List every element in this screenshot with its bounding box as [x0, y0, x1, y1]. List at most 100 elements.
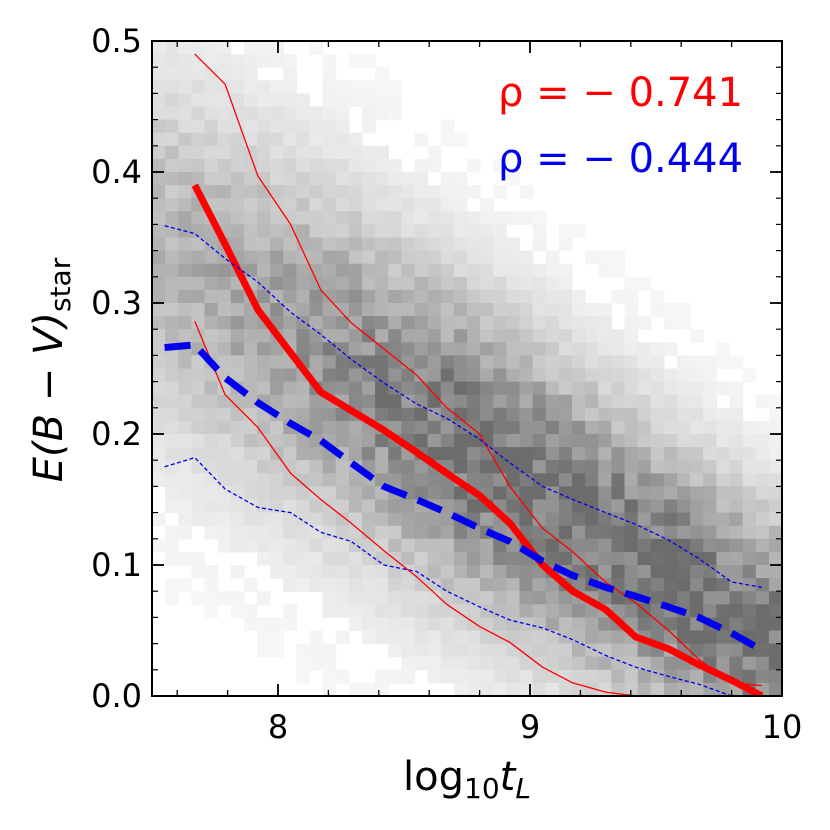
histogram-bin	[204, 276, 219, 291]
histogram-bin	[742, 525, 757, 540]
histogram-bin	[283, 604, 297, 618]
histogram-bin	[414, 591, 429, 605]
histogram-bin	[362, 185, 376, 199]
histogram-bin	[572, 525, 586, 540]
histogram-bin	[283, 565, 297, 579]
histogram-bin	[611, 381, 626, 396]
histogram-bin	[375, 381, 389, 396]
histogram-bin	[348, 420, 363, 435]
histogram-bin	[165, 198, 179, 212]
histogram-bin	[755, 551, 770, 566]
histogram-bin	[637, 342, 652, 356]
histogram-bin	[257, 211, 271, 225]
histogram-bin	[309, 460, 324, 474]
histogram-bin	[178, 381, 192, 396]
histogram-bin	[165, 250, 179, 265]
histogram-bin	[532, 447, 547, 461]
histogram-bin	[716, 381, 731, 396]
histogram-bin	[742, 617, 757, 632]
histogram-bin	[375, 342, 389, 356]
histogram-bin	[480, 211, 494, 225]
histogram-bin	[362, 604, 376, 618]
histogram-bin	[532, 499, 547, 514]
histogram-bin	[414, 316, 429, 330]
histogram-bin	[414, 460, 429, 474]
histogram-bin	[296, 538, 311, 553]
histogram-bin	[178, 368, 192, 383]
histogram-bin	[243, 355, 258, 370]
histogram-bin	[414, 342, 429, 356]
histogram-bin	[335, 525, 350, 540]
histogram-bin	[467, 447, 481, 461]
histogram-bin	[296, 237, 311, 252]
histogram-bin	[467, 276, 481, 291]
histogram-bin	[545, 473, 560, 487]
histogram-bin	[611, 250, 626, 265]
histogram-bin	[519, 512, 534, 527]
histogram-bin	[650, 591, 665, 605]
histogram-bin	[637, 617, 652, 632]
histogram-bin	[165, 473, 179, 487]
histogram-bin	[322, 172, 337, 186]
histogram-bin	[348, 342, 363, 356]
histogram-bin	[532, 342, 547, 356]
histogram-bin	[677, 381, 691, 396]
histogram-bin	[650, 303, 665, 317]
histogram-bin	[467, 473, 481, 487]
histogram-bin	[335, 604, 350, 618]
histogram-bin	[322, 67, 337, 81]
histogram-bin	[217, 525, 232, 540]
histogram-bin	[243, 420, 258, 435]
histogram-bin	[204, 237, 219, 252]
histogram-bin	[309, 198, 324, 212]
histogram-bin	[270, 237, 284, 252]
histogram-bin	[716, 538, 731, 553]
histogram-bin	[191, 565, 206, 579]
histogram-bin	[611, 486, 626, 501]
histogram-bin	[322, 342, 337, 356]
histogram-bin	[427, 145, 442, 160]
histogram-bin	[191, 237, 206, 252]
histogram-bin	[296, 289, 311, 304]
histogram-bin	[545, 368, 560, 383]
histogram-bin	[388, 276, 402, 291]
x-label-subscript: 10	[464, 772, 500, 805]
histogram-bin	[283, 394, 297, 409]
histogram-bin	[440, 512, 455, 527]
histogram-bin	[296, 224, 311, 239]
histogram-bin	[230, 54, 245, 68]
histogram-bin	[742, 486, 757, 501]
histogram-bin	[401, 289, 416, 304]
histogram-bin	[637, 316, 652, 330]
histogram-bin	[729, 447, 744, 461]
histogram-bin	[309, 486, 324, 501]
histogram-bin	[414, 289, 429, 304]
histogram-bin	[414, 381, 429, 396]
histogram-bin	[270, 565, 284, 579]
histogram-bin	[611, 525, 626, 540]
histogram-bin	[493, 669, 507, 684]
histogram-bin	[506, 368, 521, 383]
histogram-bin	[191, 460, 206, 474]
histogram-bin	[755, 420, 770, 435]
histogram-bin	[690, 682, 704, 696]
histogram-bin	[401, 224, 416, 239]
histogram-bin	[545, 538, 560, 553]
histogram-bin	[519, 578, 534, 592]
histogram-bin	[362, 551, 376, 566]
histogram-bin	[388, 617, 402, 632]
histogram-bin	[585, 420, 599, 435]
histogram-bin	[309, 172, 324, 186]
histogram-bin	[401, 211, 416, 225]
histogram-bin	[296, 316, 311, 330]
histogram-bin	[506, 447, 521, 461]
histogram-bin	[375, 591, 389, 605]
histogram-bin	[453, 316, 468, 330]
histogram-bin	[427, 355, 442, 370]
plot-frame	[151, 40, 783, 697]
histogram-bin	[322, 578, 337, 592]
histogram-bin	[309, 158, 324, 173]
histogram-bin	[532, 578, 547, 592]
histogram-bin	[611, 355, 626, 370]
histogram-bin	[283, 172, 297, 186]
